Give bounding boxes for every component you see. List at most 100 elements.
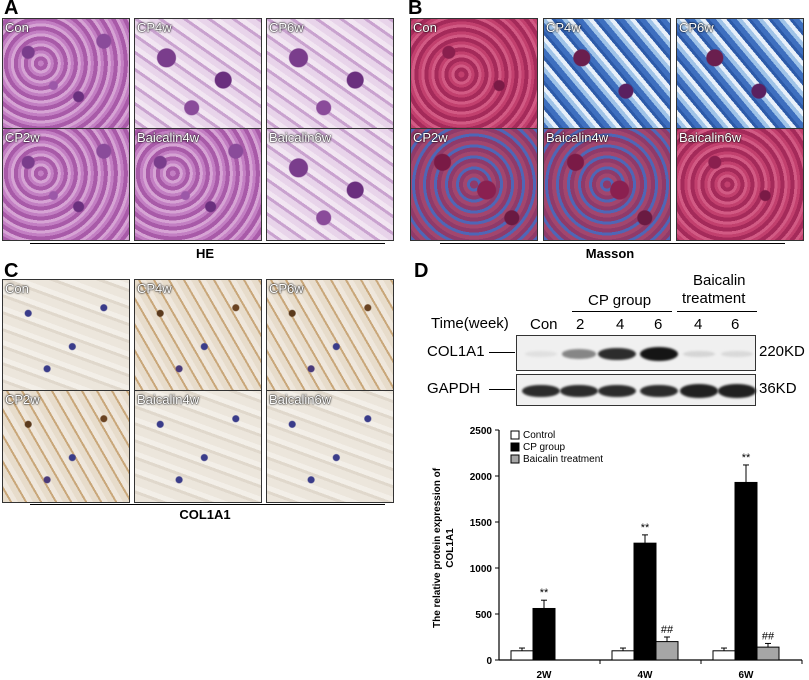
bar-control [712,650,736,661]
wb-band [561,349,597,359]
wb-band [640,384,678,398]
panel-letter-d: D [414,260,429,282]
tile-label: Baicalin6w [679,130,742,145]
he-group-line [30,243,385,244]
wb-header-cp: CP group [588,292,652,309]
tile-label: CP6w [679,20,714,35]
tile-label: CP4w [137,281,172,296]
significance-label: ## [762,630,775,642]
tile-label: Baicalin6w [269,392,332,407]
significance-label: ## [661,624,674,636]
legend-label: Baicalin treatment [523,454,603,465]
wb-band [598,347,636,361]
significance-label: ** [742,452,751,464]
y-axis-title: The relative protein expression of COL1A… [432,467,456,628]
y-tick-label: 500 [475,610,492,621]
masson-tile-con: Con [410,18,538,131]
wb-lane-4: 4 [616,316,625,333]
masson-tile-cp4w: CP4w [543,18,671,131]
x-tick-label: 4W [638,670,654,680]
masson-tile-baicalin6w: Baicalin6w [676,128,804,241]
legend-swatch [510,454,520,464]
ihc-group-line [30,504,385,505]
x-tick-label: 2W [537,670,553,680]
y-tick-label: 1000 [470,564,493,575]
wb-time-label: Time(week) [431,315,509,332]
wb-band-row [517,336,755,370]
wb-row-label-col1a1: COL1A1 [427,343,485,360]
panel-letter-c: C [4,260,19,282]
wb-band [680,384,718,398]
significance-label: ** [540,587,549,599]
wb-band [598,384,636,398]
y-tick-label: 2000 [470,472,493,483]
bar-chart: The relative protein expression of COL1A… [432,426,803,680]
he-group-label: HE [195,246,215,261]
tile-label: CP6w [269,281,304,296]
ihc-tile-baicalin4w: Baicalin4w [134,390,262,503]
bar-control [510,650,534,661]
tile-label: CP4w [137,20,172,35]
legend-label: Control [523,430,555,441]
wb-header-baicalin-1: Baicalin [693,272,746,289]
wb-lane-con: Con [530,316,558,333]
legend-label: CP group [523,442,566,453]
he-tile-con: Con [2,18,130,131]
wb-cp-line [572,311,672,312]
panel-letter-b: B [408,0,423,19]
tile-label: Con [413,20,437,35]
bar-cp-group [532,607,556,661]
bar-baicalin-treatment [655,641,679,661]
ihc-tile-cp2w: CP2w [2,390,130,503]
legend-swatch [510,442,520,452]
he-tile-baicalin6w: Baicalin6w [266,128,394,241]
wb-band [640,347,678,361]
wb-band [524,350,558,358]
wb-lane-b6: 6 [731,316,740,333]
masson-group-label: Masson [585,246,635,261]
y-tick-label: 1500 [470,518,493,529]
tile-label: Baicalin4w [137,392,200,407]
bar-baicalin-treatment [756,646,780,661]
y-axis-title-line1: The relative protein expression of [432,467,443,628]
wb-blot-col1a1 [516,335,756,371]
y-tick-label: 0 [486,656,492,667]
y-axis-title-line2: COL1A1 [445,528,456,568]
wb-row-size-gapdh: 36KD [759,380,797,397]
y-tick-label: 2500 [470,426,493,437]
tile-label: Baicalin4w [137,130,200,145]
wb-blot-gapdh [516,374,756,406]
tile-label: CP6w [269,20,304,35]
tile-label: CP2w [413,130,448,145]
wb-lane-6: 6 [654,316,663,333]
masson-tile-cp2w: CP2w [410,128,538,241]
wb-lane-2: 2 [576,316,585,333]
tile-label: Baicalin4w [546,130,609,145]
wb-row-size-col1a1: 220KD [759,343,805,360]
he-tile-cp2w: CP2w [2,128,130,241]
wb-row-tick-col1a1 [489,352,515,353]
ihc-tile-con: Con [2,279,130,392]
wb-baicalin-line [677,311,757,312]
wb-row-tick-gapdh [489,389,515,390]
masson-tile-baicalin4w: Baicalin4w [543,128,671,241]
bar-cp-group [734,481,758,661]
wb-band-row [517,375,756,405]
tile-label: Baicalin6w [269,130,332,145]
ihc-tile-cp4w: CP4w [134,279,262,392]
ihc-tile-cp6w: CP6w [266,279,394,392]
significance-label: ** [641,522,650,534]
bar-cp-group [633,542,657,661]
wb-band [718,384,756,398]
wb-header-baicalin-2: treatment [682,290,746,307]
tile-label: CP2w [5,392,40,407]
ihc-group-label: COL1A1 [179,507,231,522]
masson-tile-cp6w: CP6w [676,18,804,131]
tile-label: CP4w [546,20,581,35]
ihc-tile-baicalin6w: Baicalin6w [266,390,394,503]
masson-group-line [440,243,785,244]
bar-control [611,650,635,661]
x-tick-label: 6W [739,670,755,680]
wb-band [682,350,716,358]
tile-label: CP2w [5,130,40,145]
